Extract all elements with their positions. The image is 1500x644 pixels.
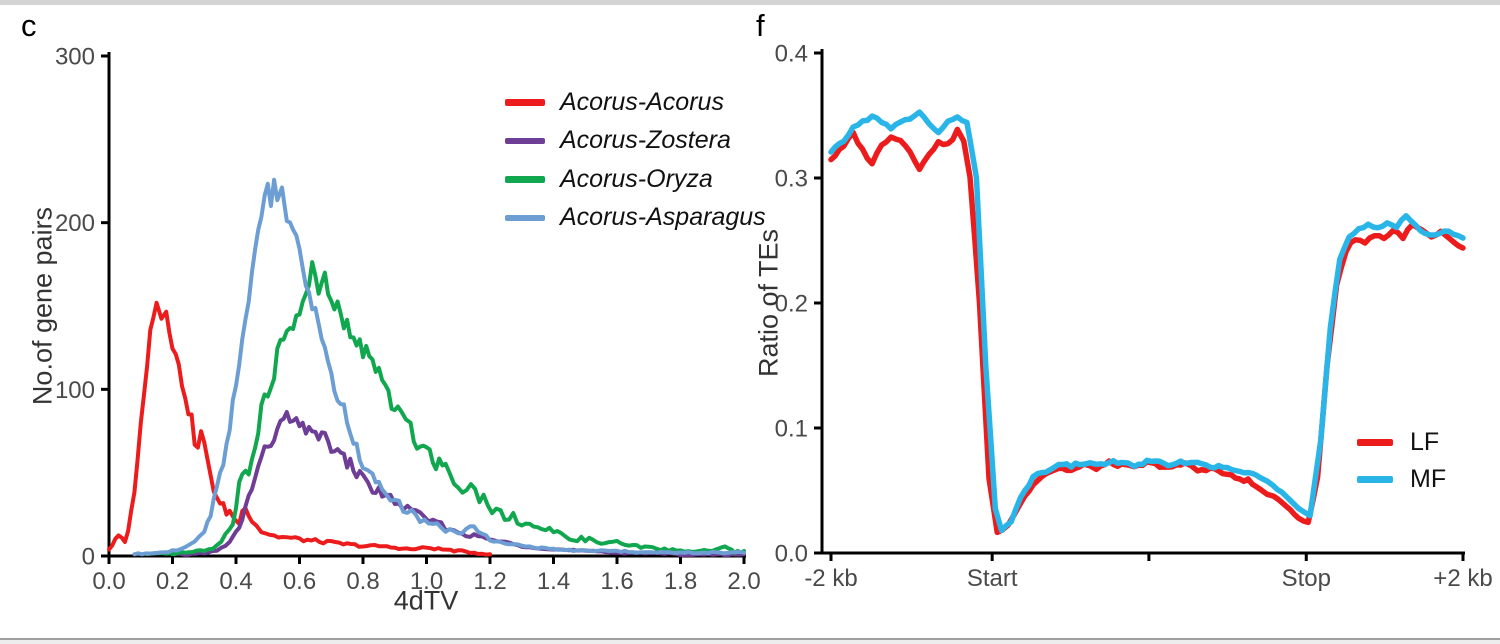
legend-label: Acorus-Acorus bbox=[560, 87, 724, 116]
legend-item: Acorus-Acorus bbox=[505, 83, 766, 122]
chart-f-legend: LF MF bbox=[1357, 424, 1446, 498]
top-divider bbox=[0, 0, 1500, 5]
chart-c-legend: Acorus-Acorus Acorus-Zostera Acorus-Oryz… bbox=[505, 83, 766, 237]
x-tick-label: 1.2 bbox=[473, 568, 506, 595]
series-line-acorus-asparagus bbox=[132, 177, 746, 557]
legend-item: Acorus-Zostera bbox=[505, 122, 766, 161]
x-tick-label: 1.8 bbox=[664, 568, 697, 595]
series-line-acorus-acorus bbox=[107, 300, 492, 557]
chart-f-plot: 0.0 0.1 0.2 0.3 0.4 -2 kb Start Stop +2 kb bbox=[775, 41, 1493, 593]
panel-c-letter: c bbox=[21, 8, 37, 43]
x-tick-label: 1.4 bbox=[537, 568, 570, 595]
legend-key-line bbox=[1357, 439, 1393, 446]
legend-key-line bbox=[505, 99, 545, 106]
legend-item: MF bbox=[1357, 461, 1446, 498]
legend-label: LF bbox=[1410, 428, 1440, 456]
legend-label: MF bbox=[1410, 465, 1447, 493]
x-tick-label: Start bbox=[967, 565, 1018, 592]
x-tick-label: 0.6 bbox=[283, 568, 316, 595]
x-tick-label: 0.0 bbox=[92, 568, 125, 595]
x-tick-label: 1.0 bbox=[410, 568, 443, 595]
legend-key-line bbox=[505, 214, 545, 221]
y-tick-label: 0.0 bbox=[775, 541, 808, 568]
legend-label: Acorus-Zostera bbox=[560, 126, 731, 155]
bottom-divider bbox=[0, 638, 1500, 640]
y-tick-label: 300 bbox=[55, 44, 95, 71]
legend-item: Acorus-Oryza bbox=[505, 160, 766, 199]
y-tick-label: 100 bbox=[55, 377, 95, 404]
legend-key-line bbox=[505, 137, 545, 144]
x-tick-label: +2 kb bbox=[1433, 565, 1492, 592]
x-tick-label: 2.0 bbox=[727, 568, 760, 595]
legend-label: Acorus-Oryza bbox=[560, 164, 713, 193]
y-tick-label: 200 bbox=[55, 210, 95, 237]
y-tick-label: 0.2 bbox=[775, 291, 808, 318]
y-tick-label: 0 bbox=[82, 544, 95, 571]
legend-label: Acorus-Asparagus bbox=[560, 203, 766, 232]
chart-c-y-axis-title: No.of gene pairs bbox=[27, 206, 58, 406]
legend-item: LF bbox=[1357, 424, 1446, 461]
panel-f-letter: f bbox=[756, 8, 765, 43]
bottom-divider-fill bbox=[0, 640, 1500, 644]
legend-key-line bbox=[505, 176, 545, 183]
x-tick-label: 0.4 bbox=[219, 568, 252, 595]
x-tick-label: -2 kb bbox=[804, 565, 857, 592]
legend-key-line bbox=[1357, 476, 1393, 483]
chart-c-plot: 0 100 200 300 0.0 0.2 0.4 0.6 0.8 1.0 1.2 1.4 1.6 1.8… bbox=[55, 44, 760, 596]
x-tick-label: 0.2 bbox=[156, 568, 189, 595]
chart-f-y-axis-title: Ratio of TEs bbox=[753, 228, 784, 378]
x-tick-label: Stop bbox=[1282, 565, 1331, 592]
y-tick-label: 0.3 bbox=[775, 166, 808, 193]
y-tick-label: 0.4 bbox=[775, 41, 808, 68]
series-line-acorus-oryza bbox=[145, 260, 746, 557]
x-tick-label: 1.6 bbox=[600, 568, 633, 595]
y-tick-label: 0.1 bbox=[775, 416, 808, 443]
chart-c-x-axis-title: 4dTV bbox=[393, 585, 459, 616]
x-tick-label: 0.8 bbox=[346, 568, 379, 595]
legend-item: Acorus-Asparagus bbox=[505, 199, 766, 238]
series-line-mf bbox=[828, 109, 1466, 534]
